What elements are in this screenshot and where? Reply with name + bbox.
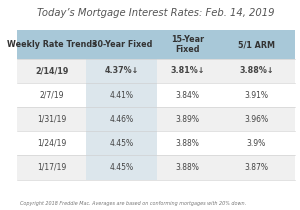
- Text: 3.88%: 3.88%: [176, 163, 200, 172]
- FancyBboxPatch shape: [157, 30, 218, 59]
- FancyBboxPatch shape: [17, 59, 86, 83]
- FancyBboxPatch shape: [157, 131, 218, 155]
- FancyBboxPatch shape: [218, 83, 295, 107]
- FancyBboxPatch shape: [17, 107, 86, 131]
- FancyBboxPatch shape: [157, 155, 218, 180]
- Text: 4.41%: 4.41%: [110, 91, 134, 100]
- Text: 2/7/19: 2/7/19: [39, 91, 64, 100]
- Text: 3.88%↓: 3.88%↓: [239, 66, 274, 75]
- Text: 3.81%↓: 3.81%↓: [170, 66, 205, 75]
- Text: 5/1 ARM: 5/1 ARM: [238, 40, 275, 49]
- Text: Copyright 2018 Freddie Mac. Averages are based on conforming mortgages with 20% : Copyright 2018 Freddie Mac. Averages are…: [20, 201, 246, 206]
- Text: 3.89%: 3.89%: [176, 115, 200, 124]
- Text: 3.84%: 3.84%: [176, 91, 200, 100]
- FancyBboxPatch shape: [86, 131, 157, 155]
- Text: 15-Year
Fixed: 15-Year Fixed: [171, 35, 204, 54]
- Text: 3.87%: 3.87%: [244, 163, 268, 172]
- Text: 3.88%: 3.88%: [176, 139, 200, 148]
- FancyBboxPatch shape: [218, 155, 295, 180]
- Text: 4.46%: 4.46%: [110, 115, 134, 124]
- Text: 4.45%: 4.45%: [110, 139, 134, 148]
- FancyBboxPatch shape: [17, 155, 86, 180]
- FancyBboxPatch shape: [157, 59, 218, 83]
- FancyBboxPatch shape: [218, 59, 295, 83]
- FancyBboxPatch shape: [86, 107, 157, 131]
- Text: 3.9%: 3.9%: [247, 139, 266, 148]
- Text: Today’s Mortgage Interest Rates: Feb. 14, 2019: Today’s Mortgage Interest Rates: Feb. 14…: [37, 8, 274, 18]
- FancyBboxPatch shape: [86, 155, 157, 180]
- FancyBboxPatch shape: [157, 83, 218, 107]
- Text: 1/31/19: 1/31/19: [37, 115, 66, 124]
- Text: 30-Year Fixed: 30-Year Fixed: [92, 40, 152, 49]
- FancyBboxPatch shape: [17, 83, 86, 107]
- Text: 4.37%↓: 4.37%↓: [105, 66, 139, 75]
- Text: 3.91%: 3.91%: [244, 91, 268, 100]
- Text: 2/14/19: 2/14/19: [35, 66, 68, 75]
- FancyBboxPatch shape: [86, 83, 157, 107]
- FancyBboxPatch shape: [86, 30, 157, 59]
- FancyBboxPatch shape: [218, 107, 295, 131]
- FancyBboxPatch shape: [218, 131, 295, 155]
- Text: 4.45%: 4.45%: [110, 163, 134, 172]
- FancyBboxPatch shape: [218, 30, 295, 59]
- FancyBboxPatch shape: [17, 131, 86, 155]
- Text: 3.96%: 3.96%: [244, 115, 268, 124]
- FancyBboxPatch shape: [86, 59, 157, 83]
- FancyBboxPatch shape: [17, 30, 86, 59]
- Text: Weekly Rate Trends: Weekly Rate Trends: [7, 40, 97, 49]
- Text: 1/24/19: 1/24/19: [37, 139, 66, 148]
- Text: 1/17/19: 1/17/19: [37, 163, 66, 172]
- FancyBboxPatch shape: [157, 107, 218, 131]
